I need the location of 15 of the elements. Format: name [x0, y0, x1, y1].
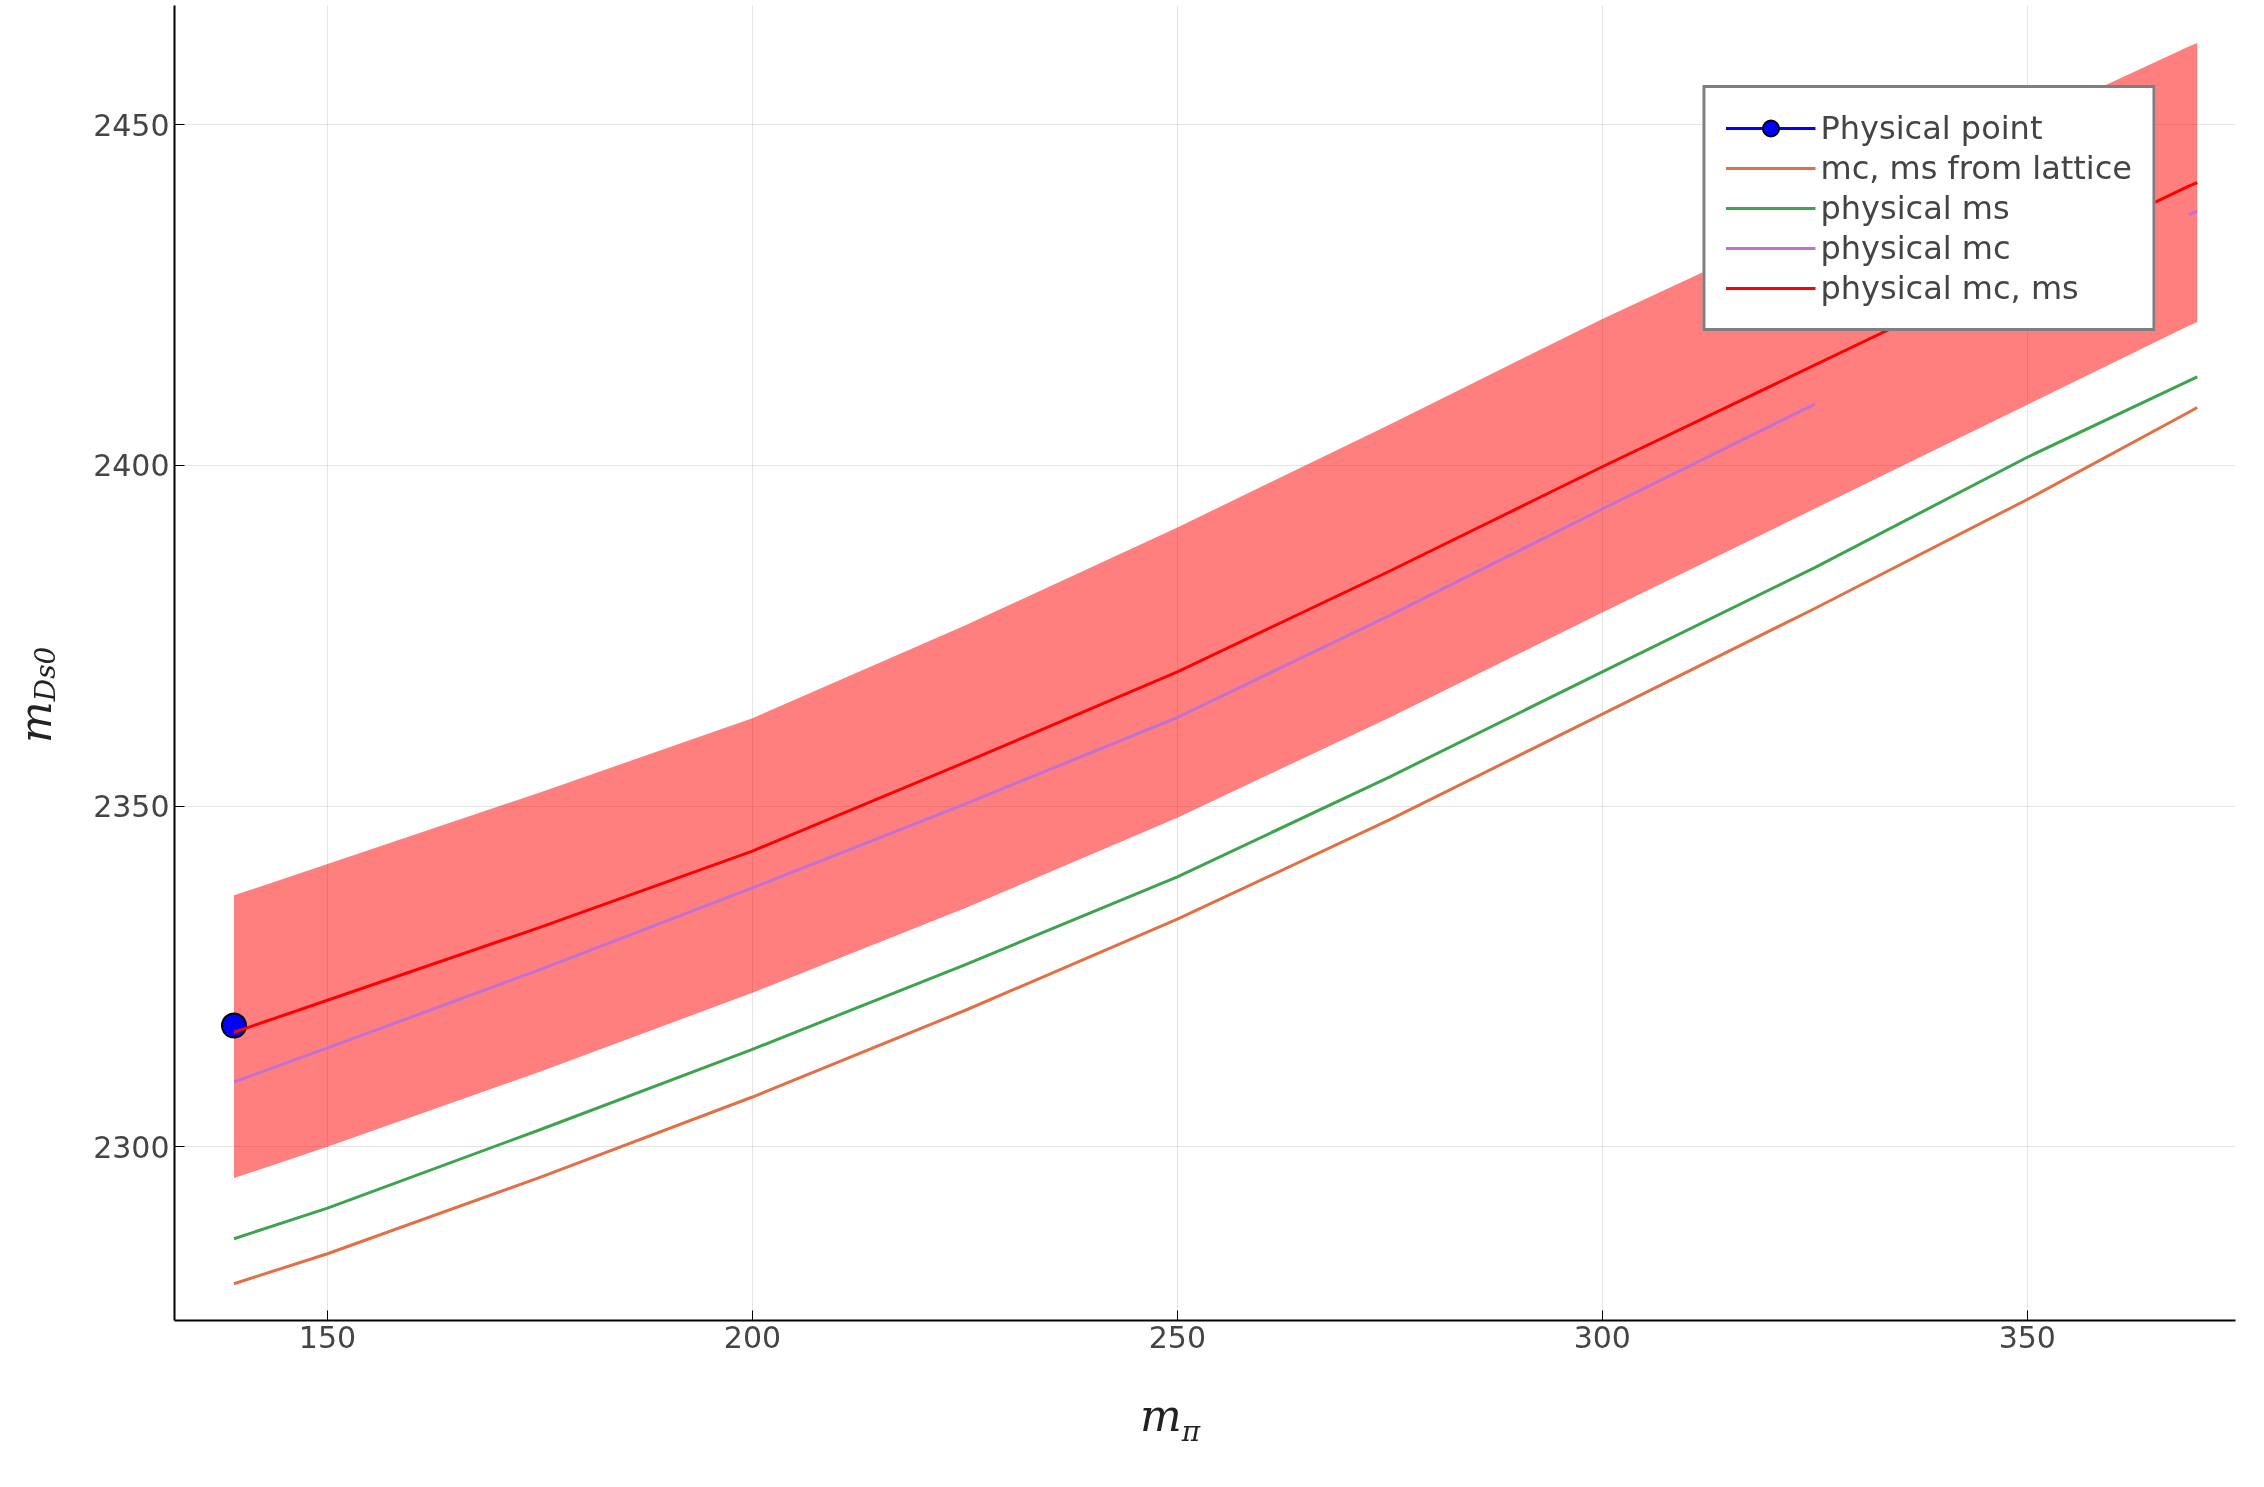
y-tick-label: 2450: [93, 107, 170, 143]
legend-label: physical mc: [1820, 229, 2011, 267]
legend-label: physical mc, ms: [1820, 269, 2079, 307]
x-tick-label: 150: [298, 1319, 357, 1355]
legend-label: Physical point: [1820, 109, 2043, 147]
y-tick-label: 2350: [93, 789, 170, 825]
x-axis-title: m$_{π}$: [1139, 1390, 1201, 1448]
x-tick-label: 350: [1998, 1319, 2056, 1355]
y-tick-label: 2300: [93, 1129, 170, 1165]
legend-label: physical ms: [1820, 189, 2010, 227]
x-tick-label: 250: [1148, 1319, 1207, 1355]
x-tick-label: 200: [723, 1319, 782, 1355]
legend-label: mc, ms from lattice: [1820, 149, 2132, 187]
x-tick-label: 300: [1573, 1319, 1631, 1355]
y-tick-label: 2400: [93, 448, 170, 484]
